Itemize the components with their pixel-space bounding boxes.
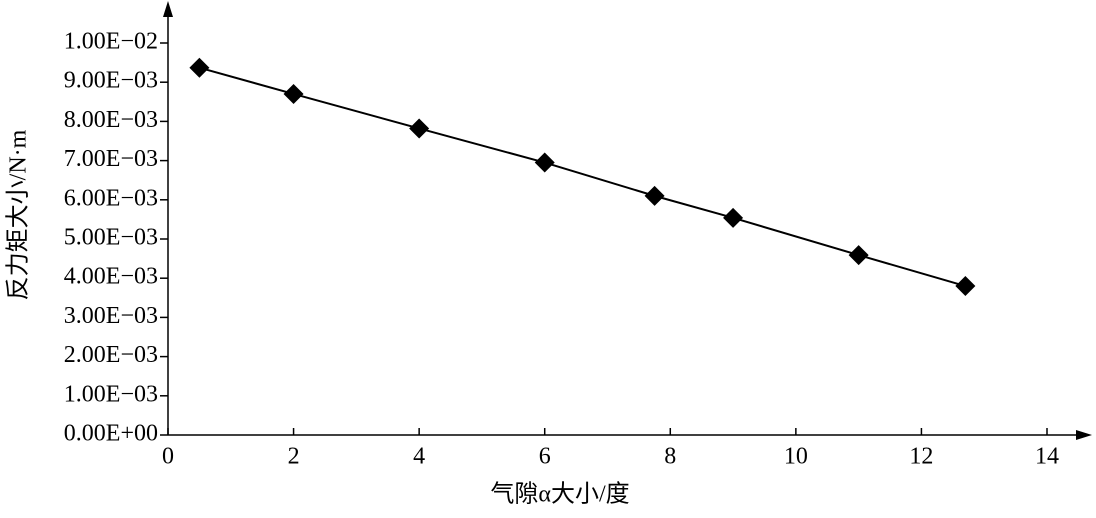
y-tick-label: 8.00E−03 <box>64 107 158 133</box>
y-tick-label: 9.00E−03 <box>64 68 158 94</box>
x-tick-label: 14 <box>1035 444 1059 470</box>
y-tick-label: 1.00E−02 <box>64 29 158 55</box>
x-tick-label: 12 <box>909 444 933 470</box>
data-point <box>409 118 430 139</box>
y-tick-label: 5.00E−03 <box>64 225 158 251</box>
y-axis-arrow <box>163 1 173 17</box>
x-axis-title: 气隙α大小/度 <box>490 481 629 508</box>
data-point <box>723 207 744 228</box>
x-axis-arrow <box>1076 430 1092 440</box>
x-tick-label: 4 <box>413 444 425 470</box>
data-point <box>955 276 976 297</box>
y-tick-label: 6.00E−03 <box>64 185 158 211</box>
data-line <box>199 66 966 288</box>
x-tick-label: 8 <box>664 444 676 470</box>
y-tick-label: 0.00E+00 <box>64 421 158 447</box>
data-point <box>848 245 869 266</box>
data-point <box>189 57 210 78</box>
y-axis-title: 反力矩大小/N·m <box>5 129 32 300</box>
data-point <box>534 152 555 173</box>
x-tick-label: 0 <box>162 444 174 470</box>
y-tick-label: 2.00E−03 <box>64 342 158 368</box>
x-tick-label: 6 <box>539 444 551 470</box>
data-point <box>283 83 304 104</box>
y-tick-label: 1.00E−03 <box>64 381 158 407</box>
y-tick-label: 7.00E−03 <box>64 146 158 172</box>
x-tick-label: 10 <box>784 444 808 470</box>
y-tick-label: 3.00E−03 <box>64 303 158 329</box>
data-point <box>644 185 665 206</box>
x-tick-label: 2 <box>288 444 300 470</box>
y-tick-label: 4.00E−03 <box>64 264 158 290</box>
